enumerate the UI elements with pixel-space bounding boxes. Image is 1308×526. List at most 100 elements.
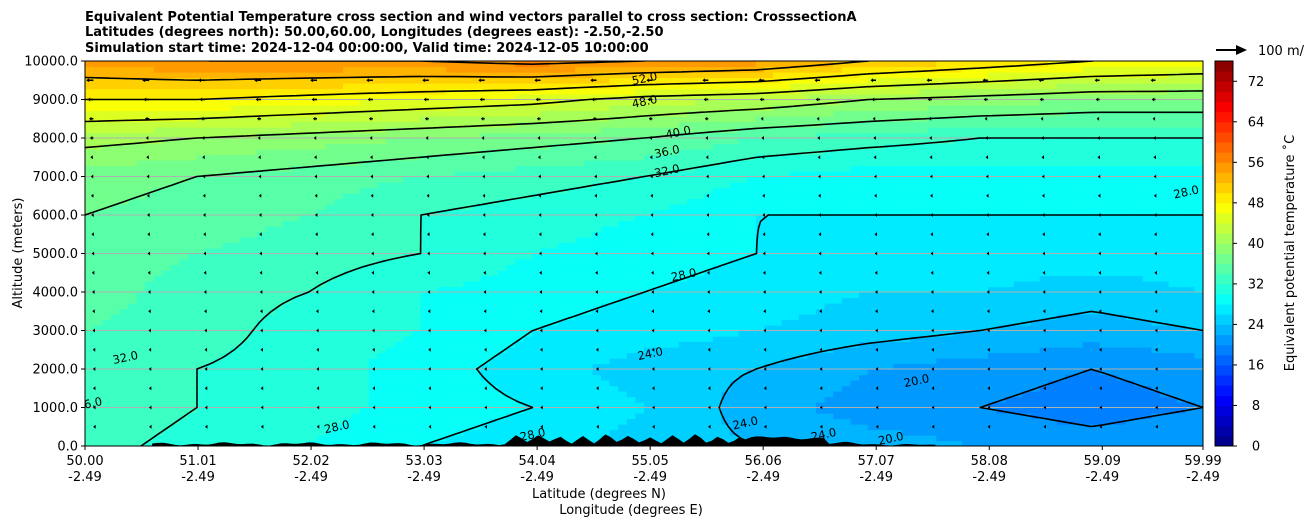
field-cell (308, 237, 318, 244)
field-cell (618, 391, 628, 398)
field-cell (334, 303, 344, 310)
field-cell (850, 391, 860, 398)
field-cell (222, 237, 232, 244)
field-cell (153, 429, 163, 436)
field-cell (1117, 281, 1127, 288)
field-cell (153, 380, 163, 387)
field-cell (678, 391, 688, 398)
field-cell (798, 314, 808, 321)
field-cell (308, 259, 318, 266)
field-cell (669, 407, 679, 414)
field-cell (145, 325, 155, 332)
field-cell (377, 292, 387, 299)
field-cell (996, 352, 1006, 359)
field-cell (102, 429, 112, 436)
field-cell (411, 330, 421, 337)
field-cell (1013, 396, 1023, 403)
field-cell (179, 281, 189, 288)
field-cell (945, 374, 955, 381)
field-cell (566, 369, 576, 376)
field-cell (661, 347, 671, 354)
field-cell (927, 281, 937, 288)
field-cell (274, 374, 284, 381)
field-cell (325, 385, 335, 392)
field-cell (523, 275, 533, 282)
field-cell (1082, 275, 1092, 282)
field-cell (1185, 391, 1195, 398)
field-cell (1074, 330, 1084, 337)
field-cell (1194, 385, 1203, 392)
field-cell (988, 275, 998, 282)
field-cell (1031, 336, 1041, 343)
field-cell (592, 435, 602, 442)
field-cell (721, 292, 731, 299)
field-cell (308, 308, 318, 315)
field-cell (1108, 369, 1118, 376)
field-cell (1082, 330, 1092, 337)
field-cell (1031, 259, 1041, 266)
field-cell (119, 440, 129, 446)
field-cell (996, 429, 1006, 436)
field-cell (644, 275, 654, 282)
field-cell (738, 424, 748, 431)
field-cell (867, 297, 877, 304)
field-cell (1108, 286, 1118, 293)
field-cell (1039, 396, 1049, 403)
field-cell (239, 314, 249, 321)
field-cell (996, 275, 1006, 282)
chart-title-line-1: Equivalent Potential Temperature cross s… (85, 10, 857, 25)
field-cell (1099, 297, 1109, 304)
field-cell (308, 429, 318, 436)
field-cell (325, 418, 335, 425)
field-cell (1142, 440, 1152, 446)
field-cell (128, 336, 138, 343)
field-cell (480, 440, 490, 446)
field-cell (429, 314, 439, 321)
field-cell (798, 363, 808, 370)
field-cell (454, 402, 464, 409)
field-cell (738, 363, 748, 370)
field-cell (755, 297, 765, 304)
field-cell (248, 292, 258, 299)
field-cell (119, 413, 129, 420)
field-cell (377, 286, 387, 293)
field-cell (214, 248, 224, 255)
field-cell (102, 237, 112, 244)
field-cell (1022, 253, 1032, 260)
field-cell (687, 391, 697, 398)
field-cell (1151, 286, 1161, 293)
field-cell (136, 435, 146, 442)
field-cell (712, 259, 722, 266)
field-cell (506, 380, 516, 387)
field-cell (119, 281, 129, 288)
field-cell (902, 248, 912, 255)
field-cell (695, 297, 705, 304)
field-cell (609, 237, 619, 244)
field-cell (988, 314, 998, 321)
field-cell (678, 292, 688, 299)
field-cell (171, 440, 181, 446)
field-cell (773, 275, 783, 282)
field-cell (850, 347, 860, 354)
field-cell (523, 253, 533, 260)
field-cell (661, 292, 671, 299)
field-cell (652, 385, 662, 392)
field-cell (1160, 319, 1170, 326)
field-cell (945, 281, 955, 288)
field-cell (1117, 374, 1127, 381)
field-cell (867, 396, 877, 403)
field-cell (558, 380, 568, 387)
field-cell (343, 308, 353, 315)
field-cell (429, 242, 439, 249)
field-cell (205, 435, 215, 442)
field-cell (661, 385, 671, 392)
field-cell (936, 402, 946, 409)
field-cell (738, 380, 748, 387)
field-cell (360, 429, 370, 436)
field-cell (1005, 281, 1015, 288)
field-cell (368, 407, 378, 414)
field-cell (833, 292, 843, 299)
field-cell (704, 341, 714, 348)
field-cell (420, 374, 430, 381)
field-cell (214, 242, 224, 249)
